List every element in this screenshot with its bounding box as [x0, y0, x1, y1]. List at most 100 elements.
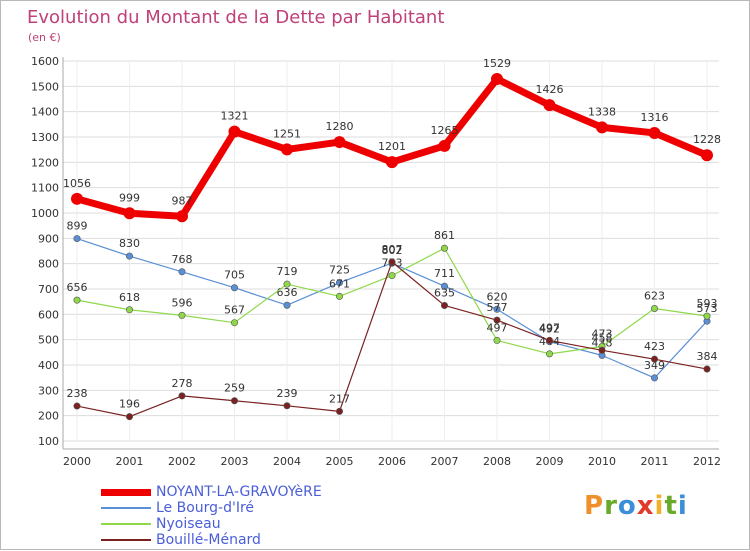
data-label: 473 — [592, 328, 613, 341]
data-label: 999 — [119, 191, 140, 204]
data-label: 1321 — [221, 110, 249, 123]
x-tick-label: 2008 — [483, 455, 511, 468]
data-point — [650, 305, 658, 313]
logo-letter: i — [677, 491, 688, 521]
data-point — [648, 126, 661, 139]
series-0: 1056 999 987 1321 1251 1280 1201 1265 1529 1426 13… — [63, 57, 721, 223]
legend-swatch — [101, 539, 151, 541]
data-label: 349 — [644, 359, 665, 372]
data-point — [231, 397, 239, 405]
data-label: 620 — [487, 290, 508, 303]
y-tick-label: 700 — [38, 283, 59, 296]
data-point — [335, 407, 343, 415]
y-tick-label: 1600 — [31, 55, 59, 68]
data-point — [545, 350, 553, 358]
data-label: 278 — [172, 377, 193, 390]
data-label: 259 — [224, 382, 245, 395]
data-label: 1338 — [588, 105, 616, 118]
data-point — [333, 136, 346, 149]
data-point — [283, 402, 291, 410]
data-point — [440, 282, 448, 290]
data-label: 217 — [329, 392, 350, 405]
data-label: 635 — [434, 286, 455, 299]
data-point — [388, 272, 396, 280]
legend-swatch — [101, 523, 151, 525]
legend-swatch — [101, 507, 151, 509]
data-label: 719 — [277, 265, 298, 278]
data-point — [126, 413, 134, 421]
data-point — [440, 244, 448, 252]
data-point — [703, 312, 711, 320]
y-tick-label: 1300 — [31, 131, 59, 144]
data-label: 423 — [644, 340, 665, 353]
legend-label: Nyoiseau — [156, 516, 221, 532]
data-point — [231, 319, 239, 327]
data-point — [388, 258, 396, 266]
data-point — [596, 121, 608, 134]
data-label: 593 — [697, 297, 718, 310]
data-label: 636 — [277, 286, 298, 299]
gridlines: 100 200 300 400 500 600 700 800 900 1000 1100 1200 1… — [31, 55, 719, 448]
data-point — [335, 279, 343, 287]
data-point — [703, 365, 711, 373]
chart-title: Evolution du Montant de la Dette par Hab… — [27, 7, 445, 28]
data-point — [283, 280, 291, 288]
data-point — [178, 311, 186, 319]
data-label: 577 — [487, 301, 508, 314]
data-point — [126, 252, 134, 260]
data-point — [71, 192, 83, 205]
data-point — [650, 355, 658, 363]
x-tick-label: 2007 — [431, 455, 459, 468]
y-tick-label: 1100 — [31, 182, 59, 195]
data-point — [650, 374, 658, 382]
y-tick-label: 400 — [38, 359, 59, 372]
data-point — [438, 139, 451, 152]
data-point — [543, 99, 556, 112]
data-point — [701, 149, 713, 162]
data-label: 573 — [697, 302, 718, 315]
data-label: 802 — [382, 244, 403, 257]
data-label: 1529 — [483, 57, 511, 70]
data-point — [73, 402, 81, 410]
x-tick-label: 2006 — [378, 455, 406, 468]
data-label: 238 — [67, 387, 88, 400]
data-point — [493, 305, 501, 313]
data-label: 830 — [119, 237, 140, 250]
data-point — [283, 301, 291, 309]
x-tick-label: 2002 — [168, 455, 196, 468]
series-1: 899 830 768 705 636 725 802 711 620 492 438 349 573 — [67, 220, 718, 382]
data-point — [178, 392, 186, 400]
y-tick-label: 800 — [38, 258, 59, 271]
logo-letter: x — [636, 491, 655, 521]
legend-swatch — [101, 488, 151, 496]
data-point — [73, 296, 81, 304]
data-point — [545, 336, 553, 344]
data-label: 1228 — [693, 133, 721, 146]
data-label: 768 — [172, 253, 193, 266]
data-label: 807 — [382, 243, 403, 256]
data-label: 705 — [224, 269, 245, 282]
y-tick-label: 1000 — [31, 207, 59, 220]
y-tick-label: 1500 — [31, 80, 59, 93]
data-label: 861 — [434, 229, 455, 242]
y-tick-label: 900 — [38, 232, 59, 245]
data-point — [491, 72, 503, 85]
data-label: 1251 — [273, 127, 301, 140]
data-label: 196 — [119, 398, 140, 411]
y-tick-label: 500 — [38, 334, 59, 347]
data-label: 1056 — [63, 177, 91, 190]
data-label: 1201 — [378, 140, 406, 153]
data-point — [231, 284, 239, 292]
data-label: 1265 — [431, 124, 459, 137]
legend-label: NOYANT-LA-GRAVOYèRE — [156, 484, 322, 500]
x-tick-label: 2000 — [63, 455, 91, 468]
data-label: 1316 — [641, 111, 669, 124]
y-tick-label: 200 — [38, 410, 59, 423]
logo-letter: o — [617, 491, 637, 521]
legend-label: Bouillé-Ménard — [156, 532, 261, 548]
data-label: 567 — [224, 304, 245, 317]
logo-letter: P — [584, 491, 605, 521]
data-point — [126, 306, 134, 314]
data-point — [598, 346, 606, 354]
